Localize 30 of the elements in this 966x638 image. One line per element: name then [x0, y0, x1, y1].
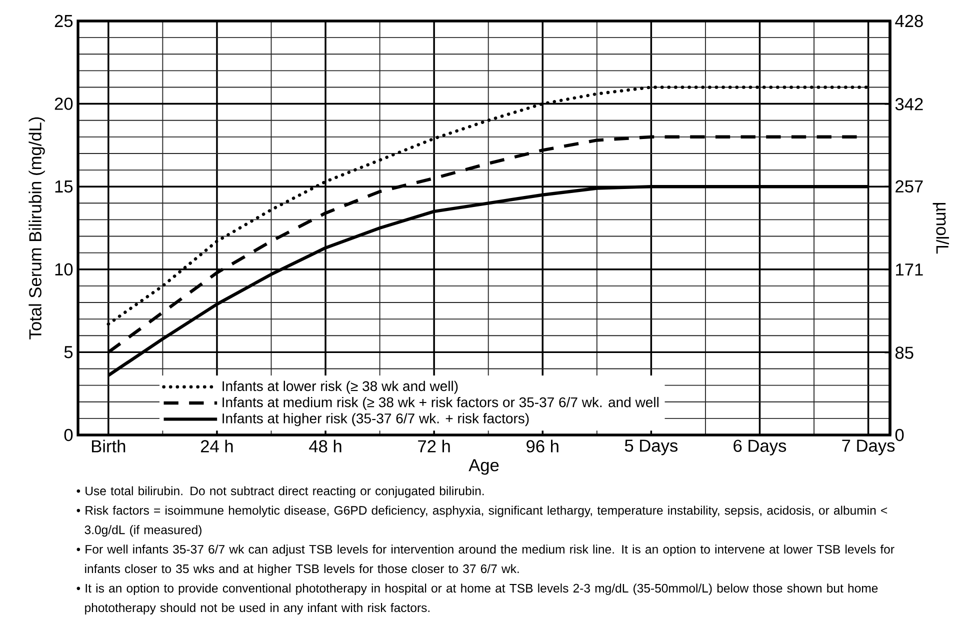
text: • Risk factors = isoimmune hemolytic disease, G6PD deficiency, asphyxia, significant lethargy, temperature instability, sepsis, acidosis, or albumin < 3.0g/dL (if measured): [76, 506, 888, 537]
x-tick-label: Birth: [92, 440, 126, 452]
y2-axis-title: µmol/L: [932, 202, 949, 254]
x-tick-label: 7 Days: [842, 440, 895, 456]
x-tick-label: 5 Days: [624, 440, 678, 456]
text: • Use total bilirubin. Do not subtract direct reacting or conjugated bilirubin.: [76, 486, 484, 498]
y-tick-label: 20: [54, 98, 73, 110]
legend-label: Infants at higher risk (35-37 6/7 wk. + risk factors): [222, 413, 529, 426]
legend-label: Infants at medium risk (≥ 38 wk + risk factors or 35-37 6/7 wk. and well: [222, 396, 658, 410]
y2-tick-label: 428: [895, 14, 923, 28]
y2-tick-label: 257: [896, 180, 923, 193]
text: • It is an option to provide conventional phototherapy in hospital or at home at TSB levels 2-3 mg/dL (35-50mmol/L) below those shown but home phototherapy should not be used in any infant with risk factors.: [76, 584, 878, 614]
x-tick-label: 6 Days: [734, 440, 786, 456]
y-tick-label: 25: [54, 14, 73, 28]
x-tick-label: 72 h: [418, 440, 450, 452]
y-tick-label: 10: [55, 263, 73, 276]
y2-tick-label: 342: [895, 98, 923, 110]
y2-tick-label: 171: [896, 264, 923, 276]
y-tick-label: 15: [55, 180, 73, 193]
y2-tick-label: 85: [895, 346, 914, 359]
text: • For well infants 35-37 6/7 wk can adjust TSB levels for intervention around the medium risk line. It is an option to intervene at lower TSB levels for infants closer to 35 wks and at higher TSB levels for those closer to 37 6/7 wk.: [76, 544, 894, 576]
y-tick-label: 5: [64, 346, 73, 358]
x-axis-title: Age: [468, 459, 499, 475]
y-tick-label: 0: [64, 428, 73, 442]
y-axis-title: Total Serum Bilirubin (mg/dL): [28, 117, 45, 340]
x-tick-label: 24 h: [200, 440, 233, 452]
x-tick-label: 48 h: [309, 440, 342, 452]
legend-label: Infants at lower risk (≥ 38 wk and well): [222, 380, 458, 394]
y2-tick-label: 0: [895, 428, 904, 442]
x-tick-label: 96 h: [526, 440, 558, 452]
